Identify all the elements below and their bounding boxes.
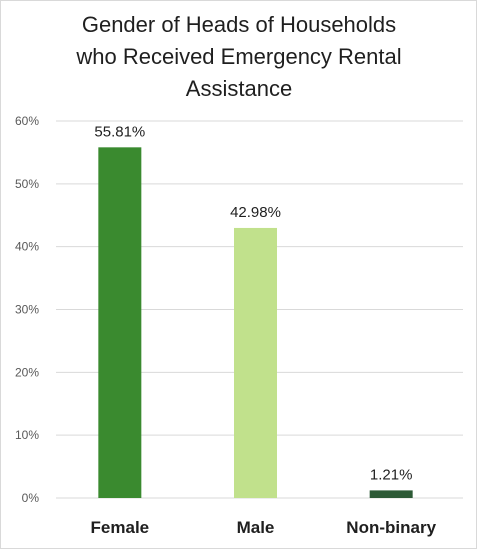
bar-non-binary — [369, 490, 413, 498]
chart-title-line-1: Gender of Heads of Households — [82, 12, 396, 37]
y-tick-label: 50% — [15, 177, 39, 191]
y-tick-label: 10% — [15, 428, 39, 442]
y-tick-label: 0% — [22, 491, 40, 505]
data-labels: 55.81% 42.98% 1.21% — [94, 123, 412, 483]
x-category-label: Female — [91, 518, 150, 537]
chart-title-line-2: who Received Emergency Rental — [75, 44, 401, 69]
bar-male — [234, 227, 277, 499]
bars — [98, 147, 413, 499]
x-category-label: Male — [237, 518, 275, 537]
y-tick-label: 60% — [15, 114, 39, 128]
y-tick-label: 40% — [15, 240, 39, 254]
y-axis: 0% 10% 20% 30% 40% 50% 60% — [15, 114, 39, 505]
x-category-label: Non-binary — [346, 518, 436, 537]
chart-title-line-3: Assistance — [186, 76, 292, 101]
bar-female — [98, 147, 142, 499]
data-label: 1.21% — [370, 466, 413, 483]
x-axis: Female Male Non-binary — [91, 518, 437, 537]
chart-title: Gender of Heads of Households who Receiv… — [75, 12, 401, 101]
y-tick-label: 20% — [15, 365, 39, 379]
data-label: 42.98% — [230, 204, 281, 221]
data-label: 55.81% — [94, 123, 145, 140]
y-tick-label: 30% — [15, 303, 39, 317]
